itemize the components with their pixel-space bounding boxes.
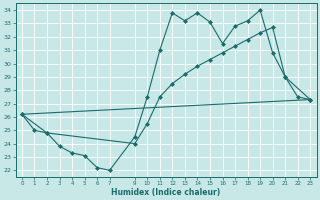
- X-axis label: Humidex (Indice chaleur): Humidex (Indice chaleur): [111, 188, 221, 197]
